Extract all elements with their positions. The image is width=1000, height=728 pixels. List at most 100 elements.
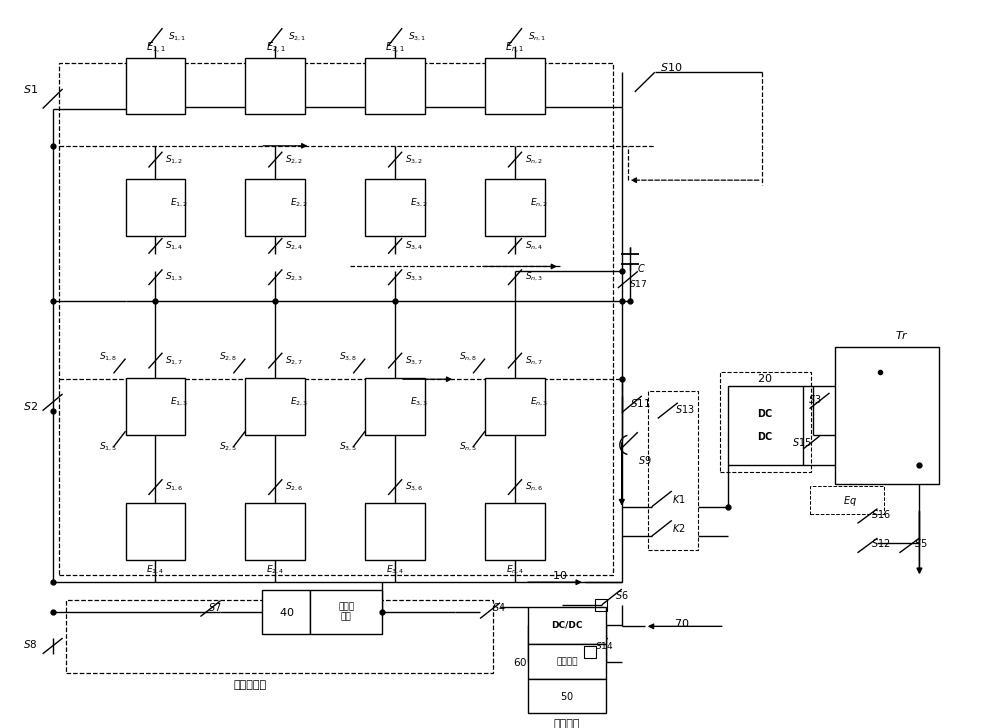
Text: $S_{3,1}$: $S_{3,1}$ (408, 31, 427, 43)
Text: $E_{3,2}$: $E_{3,2}$ (410, 197, 428, 209)
Bar (485, 379, 545, 435)
Bar (835, 347, 939, 484)
Text: $S_{1,6}$: $S_{1,6}$ (165, 481, 184, 494)
Text: $S_{2,4}$: $S_{2,4}$ (285, 240, 304, 252)
Text: $S_{2,1}$: $S_{2,1}$ (288, 31, 307, 43)
Bar (262, 590, 310, 634)
Text: $E_{3,1}$: $E_{3,1}$ (385, 41, 405, 56)
Bar (245, 379, 305, 435)
Text: $E_{3,4}$: $E_{3,4}$ (386, 563, 404, 576)
Text: $C$: $C$ (637, 262, 646, 274)
Text: $E_{2,4}$: $E_{2,4}$ (266, 563, 285, 576)
Bar (126, 379, 185, 435)
Text: $E_{1,2}$: $E_{1,2}$ (170, 197, 189, 209)
Text: $S7$: $S7$ (208, 601, 222, 613)
Text: $E_{2,1}$: $E_{2,1}$ (266, 41, 285, 56)
Bar (310, 590, 382, 634)
Bar (245, 179, 305, 236)
Text: 接发电机: 接发电机 (554, 719, 580, 728)
Bar (648, 391, 698, 550)
Text: $S_{3,7}$: $S_{3,7}$ (405, 355, 424, 367)
Text: $S17$: $S17$ (629, 277, 647, 288)
Bar (485, 179, 545, 236)
Text: $E_{n,1}$: $E_{n,1}$ (505, 41, 525, 56)
Text: $S_{2,5}$: $S_{2,5}$ (219, 440, 237, 453)
Bar (810, 486, 884, 513)
Text: $Tr$: $Tr$ (895, 329, 909, 341)
Text: $S_{3,2}$: $S_{3,2}$ (405, 154, 423, 166)
Text: $S_{n,1}$: $S_{n,1}$ (528, 31, 546, 43)
Bar (485, 58, 545, 114)
Bar (528, 679, 606, 713)
Text: 电机驱
动器: 电机驱 动器 (338, 603, 354, 622)
Text: DC: DC (758, 408, 773, 419)
Text: $S_{n,5}$: $S_{n,5}$ (459, 440, 477, 453)
Text: $S_{1,1}$: $S_{1,1}$ (168, 31, 187, 43)
Bar (126, 58, 185, 114)
Text: $S10$: $S10$ (660, 61, 682, 74)
Bar (720, 372, 811, 472)
Text: $S_{2,7}$: $S_{2,7}$ (285, 355, 304, 367)
Text: $S_{3,8}$: $S_{3,8}$ (339, 351, 357, 363)
Text: $S13$: $S13$ (675, 403, 695, 415)
Text: $S_{1,4}$: $S_{1,4}$ (165, 240, 184, 252)
Bar (584, 646, 596, 657)
Text: $S_{n,2}$: $S_{n,2}$ (525, 154, 543, 166)
Text: 接充电电路: 接充电电路 (234, 680, 267, 690)
Bar (595, 599, 607, 611)
Bar (66, 600, 493, 673)
Text: $S_{n,8}$: $S_{n,8}$ (459, 351, 477, 363)
Text: $Eq$: $Eq$ (843, 494, 857, 508)
Text: $E_{1,1}$: $E_{1,1}$ (146, 41, 165, 56)
Text: $E_{n,4}$: $E_{n,4}$ (506, 563, 524, 576)
Text: $S14$: $S14$ (595, 641, 613, 652)
Text: $S_{1,8}$: $S_{1,8}$ (99, 351, 118, 363)
Text: $K1$: $K1$ (672, 493, 685, 505)
Text: $50$: $50$ (560, 690, 574, 702)
Text: $S_{3,6}$: $S_{3,6}$ (405, 481, 424, 494)
Bar (245, 58, 305, 114)
Text: $S4$: $S4$ (492, 601, 506, 613)
Text: $S_{2,2}$: $S_{2,2}$ (285, 154, 304, 166)
Text: $S_{1,7}$: $S_{1,7}$ (165, 355, 184, 367)
Bar (59, 63, 613, 575)
Text: $E_{1,3}$: $E_{1,3}$ (170, 395, 189, 408)
Text: $S_{n,7}$: $S_{n,7}$ (525, 355, 543, 367)
Text: $S9$: $S9$ (638, 454, 651, 466)
Text: $S_{2,8}$: $S_{2,8}$ (219, 351, 237, 363)
Text: $E_{2,2}$: $E_{2,2}$ (290, 197, 309, 209)
Text: $S8$: $S8$ (23, 638, 37, 650)
Text: $E_{n,2}$: $E_{n,2}$ (530, 197, 548, 209)
Text: $S_{2,3}$: $S_{2,3}$ (285, 271, 304, 283)
Text: $S_{n,4}$: $S_{n,4}$ (525, 240, 544, 252)
Text: DC: DC (758, 432, 773, 442)
Bar (365, 379, 425, 435)
Bar (245, 503, 305, 560)
Text: $60$: $60$ (513, 656, 527, 668)
Text: DC/DC: DC/DC (551, 621, 583, 630)
Text: $40$: $40$ (279, 606, 294, 618)
Text: $S5$: $S5$ (914, 537, 928, 549)
Text: $20$: $20$ (757, 372, 773, 384)
Text: $S_{n,3}$: $S_{n,3}$ (525, 271, 543, 283)
Text: $S_{1,5}$: $S_{1,5}$ (99, 440, 118, 453)
Text: $E_{n,3}$: $E_{n,3}$ (530, 395, 548, 408)
Text: $S2$: $S2$ (23, 400, 38, 412)
Text: $10$: $10$ (552, 569, 568, 582)
Bar (528, 644, 606, 679)
Bar (485, 503, 545, 560)
Text: $S11$: $S11$ (630, 397, 651, 408)
Text: $S_{1,2}$: $S_{1,2}$ (165, 154, 184, 166)
Text: $S16$: $S16$ (871, 507, 891, 520)
Text: $S_{3,3}$: $S_{3,3}$ (405, 271, 424, 283)
Text: $E_{1,4}$: $E_{1,4}$ (146, 563, 165, 576)
Text: $S_{2,6}$: $S_{2,6}$ (285, 481, 304, 494)
Bar (126, 503, 185, 560)
Bar (365, 503, 425, 560)
Text: $S_{3,4}$: $S_{3,4}$ (405, 240, 424, 252)
Bar (365, 58, 425, 114)
Text: $S6$: $S6$ (615, 589, 629, 601)
Bar (728, 386, 803, 464)
Text: $S12$: $S12$ (871, 537, 891, 549)
Text: $S_{1,3}$: $S_{1,3}$ (165, 271, 184, 283)
